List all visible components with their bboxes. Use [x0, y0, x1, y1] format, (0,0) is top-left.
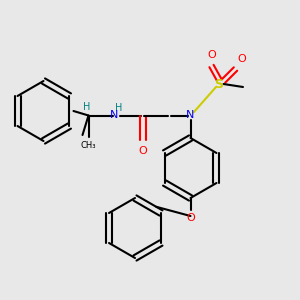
Text: N: N	[110, 110, 118, 121]
Text: H: H	[83, 102, 91, 112]
Text: CH₃: CH₃	[81, 141, 96, 150]
Text: O: O	[138, 146, 147, 155]
Text: O: O	[237, 55, 246, 64]
Text: N: N	[186, 110, 195, 121]
Text: O: O	[186, 213, 195, 223]
Text: H: H	[116, 103, 123, 113]
Text: S: S	[214, 77, 224, 91]
Text: O: O	[207, 50, 216, 60]
